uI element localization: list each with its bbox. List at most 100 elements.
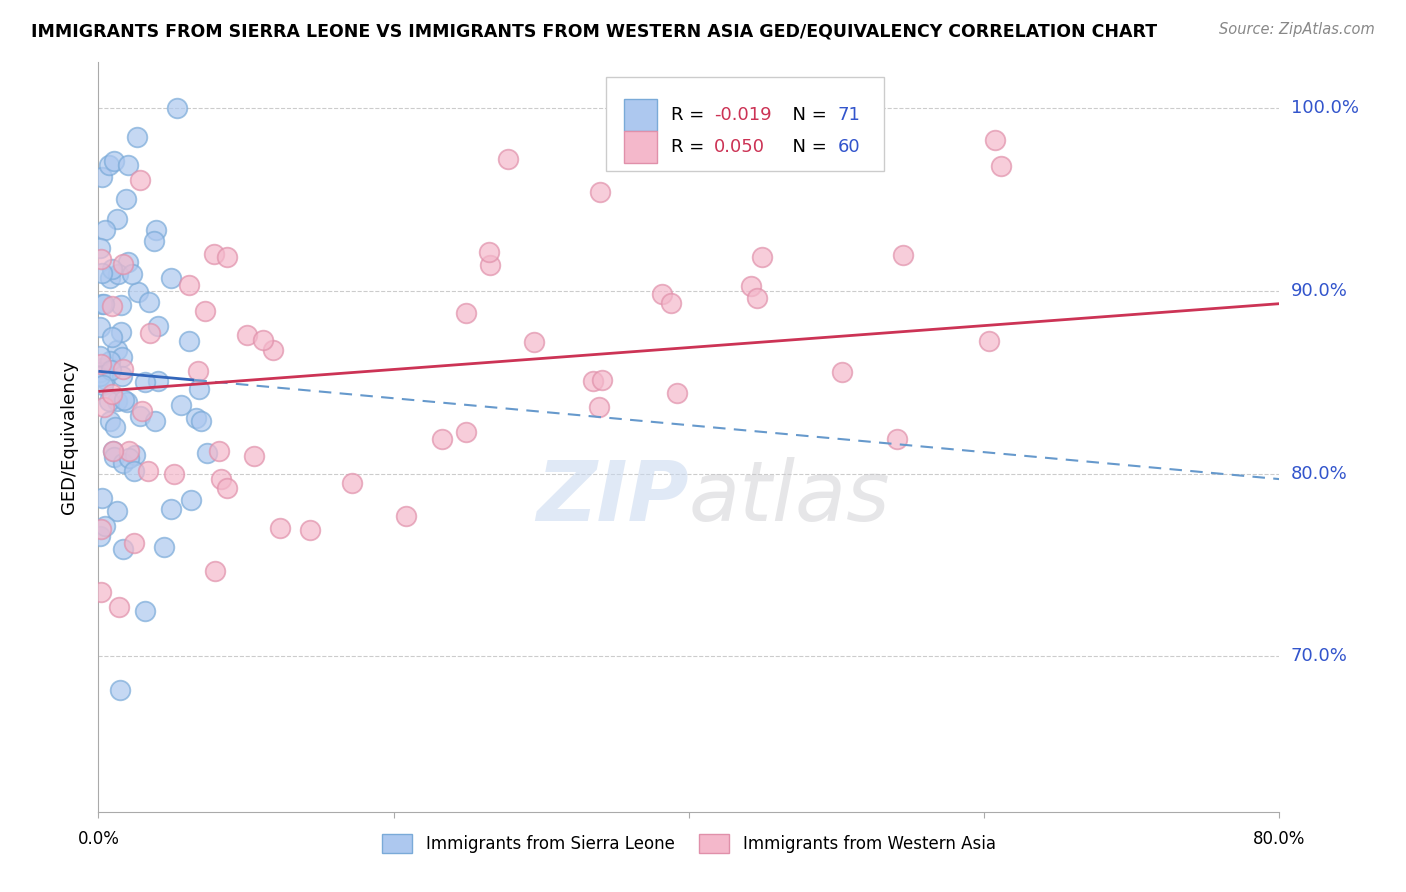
Point bbox=[105, 504, 128, 518]
Point bbox=[101, 261, 124, 276]
Point bbox=[122, 464, 145, 478]
Point bbox=[340, 475, 363, 490]
Point bbox=[194, 304, 217, 318]
Point bbox=[977, 334, 1000, 349]
Point bbox=[190, 414, 212, 428]
Point bbox=[143, 234, 166, 248]
Point bbox=[478, 258, 501, 272]
Point bbox=[180, 492, 202, 507]
Point bbox=[127, 130, 149, 145]
Point bbox=[91, 377, 114, 392]
Point bbox=[97, 158, 120, 172]
Text: 0.0%: 0.0% bbox=[77, 830, 120, 848]
Point bbox=[124, 448, 146, 462]
Point bbox=[89, 241, 111, 255]
Text: ZIP: ZIP bbox=[536, 457, 689, 538]
Point bbox=[100, 299, 122, 313]
FancyBboxPatch shape bbox=[606, 78, 884, 171]
Point bbox=[89, 529, 111, 543]
Point bbox=[118, 443, 141, 458]
Point bbox=[454, 425, 477, 440]
Text: R =: R = bbox=[671, 106, 710, 124]
Point bbox=[651, 286, 673, 301]
Point bbox=[110, 350, 132, 364]
Point bbox=[115, 395, 138, 409]
Point bbox=[243, 450, 266, 464]
Point bbox=[799, 101, 821, 115]
Point bbox=[138, 295, 160, 310]
Point bbox=[110, 369, 132, 384]
Point bbox=[105, 343, 128, 357]
Point bbox=[215, 481, 238, 495]
Point bbox=[112, 257, 135, 271]
Point bbox=[112, 362, 135, 376]
Point bbox=[91, 169, 114, 184]
Point bbox=[134, 604, 156, 618]
Text: atlas: atlas bbox=[689, 457, 890, 538]
Point bbox=[195, 445, 218, 459]
Point bbox=[100, 387, 122, 401]
Point bbox=[104, 419, 127, 434]
Point bbox=[98, 414, 121, 428]
Text: 70.0%: 70.0% bbox=[1291, 648, 1347, 665]
Point bbox=[661, 296, 683, 310]
Point bbox=[105, 211, 128, 226]
Point bbox=[588, 400, 610, 414]
Point bbox=[93, 223, 115, 237]
Legend: Immigrants from Sierra Leone, Immigrants from Western Asia: Immigrants from Sierra Leone, Immigrants… bbox=[375, 827, 1002, 860]
Point bbox=[90, 266, 112, 280]
Point bbox=[93, 297, 115, 311]
Point bbox=[184, 411, 207, 425]
Y-axis label: GED/Equivalency: GED/Equivalency bbox=[59, 360, 77, 514]
Point bbox=[90, 522, 112, 536]
Point bbox=[146, 374, 169, 388]
Point bbox=[588, 185, 610, 199]
Point bbox=[591, 373, 613, 387]
Text: IMMIGRANTS FROM SIERRA LEONE VS IMMIGRANTS FROM WESTERN ASIA GED/EQUIVALENCY COR: IMMIGRANTS FROM SIERRA LEONE VS IMMIGRAN… bbox=[31, 22, 1157, 40]
Point bbox=[432, 432, 454, 446]
Point bbox=[582, 375, 605, 389]
Text: 0.050: 0.050 bbox=[714, 138, 765, 156]
Point bbox=[166, 101, 188, 115]
Text: 60: 60 bbox=[838, 138, 860, 156]
Text: 80.0%: 80.0% bbox=[1253, 830, 1306, 848]
Point bbox=[103, 154, 125, 169]
Point bbox=[496, 152, 519, 166]
Point bbox=[100, 362, 122, 376]
Point bbox=[984, 133, 1007, 147]
Point bbox=[89, 365, 111, 379]
Point bbox=[129, 173, 152, 187]
Bar bbox=[624, 131, 657, 163]
Point bbox=[108, 600, 131, 615]
Point bbox=[188, 383, 211, 397]
Point bbox=[235, 328, 257, 343]
Bar bbox=[624, 99, 657, 130]
Point bbox=[121, 267, 143, 281]
Point bbox=[98, 270, 121, 285]
Point bbox=[111, 456, 134, 470]
Point bbox=[269, 521, 291, 535]
Point bbox=[134, 375, 156, 389]
Point bbox=[740, 278, 762, 293]
Text: N =: N = bbox=[782, 106, 832, 124]
Point bbox=[100, 330, 122, 344]
Point bbox=[90, 584, 112, 599]
Point bbox=[160, 502, 183, 516]
Point bbox=[215, 250, 238, 264]
Point bbox=[478, 245, 501, 260]
Point bbox=[262, 343, 284, 357]
Point bbox=[100, 354, 122, 368]
Point bbox=[751, 250, 773, 264]
Text: R =: R = bbox=[671, 138, 710, 156]
Point bbox=[117, 254, 139, 268]
Text: 100.0%: 100.0% bbox=[1291, 99, 1358, 117]
Point bbox=[395, 509, 418, 524]
Point bbox=[117, 158, 139, 172]
Point bbox=[110, 298, 132, 312]
Text: 90.0%: 90.0% bbox=[1291, 282, 1347, 300]
Point bbox=[990, 159, 1012, 173]
Point bbox=[93, 400, 115, 414]
Point bbox=[91, 361, 114, 376]
Point bbox=[110, 682, 132, 697]
Point bbox=[177, 277, 200, 292]
